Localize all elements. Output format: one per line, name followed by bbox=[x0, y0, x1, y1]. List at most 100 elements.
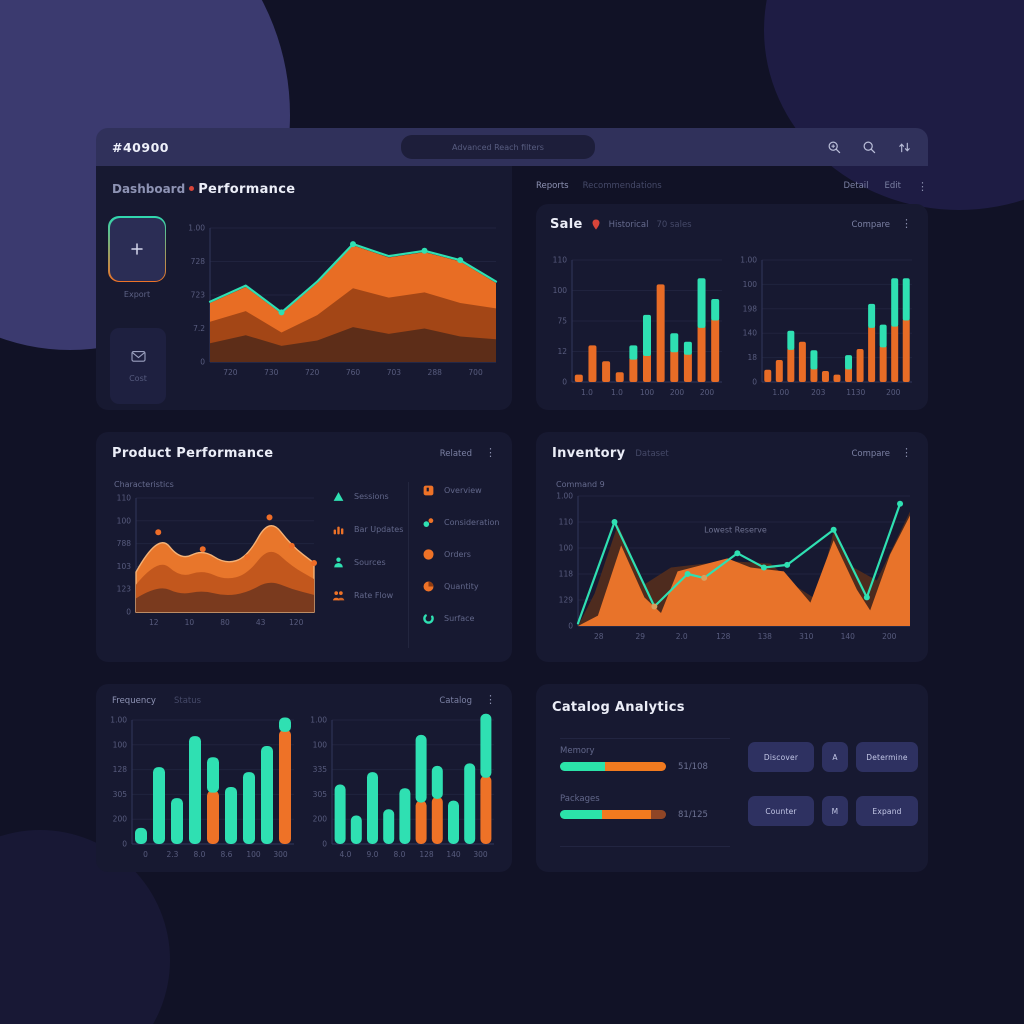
svg-text:123: 123 bbox=[117, 585, 132, 594]
legend-label: Overview bbox=[444, 486, 482, 495]
memory-label: Memory bbox=[560, 746, 595, 756]
discover-button[interactable]: Discover bbox=[748, 742, 814, 772]
legend-item-sessions[interactable]: Sessions bbox=[332, 490, 403, 503]
overview-title: Dashboard Performance bbox=[112, 182, 296, 197]
catalog-title: Catalog Analytics bbox=[552, 700, 685, 715]
svg-text:760: 760 bbox=[346, 368, 361, 377]
frequency-catalog-action[interactable]: Catalog bbox=[439, 696, 472, 706]
accent-dot bbox=[189, 186, 195, 191]
progress-segment bbox=[602, 810, 652, 819]
reports-link[interactable]: Reports bbox=[536, 181, 569, 191]
blob-icon bbox=[422, 548, 435, 561]
sale-bar-chart-1: 110 100 75 12 0 1.0 1.0 100 200 200 bbox=[553, 256, 722, 397]
product-related-action[interactable]: Related bbox=[439, 449, 472, 459]
legend-item-orders[interactable]: Orders bbox=[422, 548, 499, 561]
zoom-in-icon[interactable] bbox=[827, 140, 842, 155]
product-title: Product Performance bbox=[112, 446, 274, 461]
svg-text:100: 100 bbox=[313, 740, 328, 749]
add-button[interactable] bbox=[108, 216, 166, 282]
svg-text:43: 43 bbox=[256, 618, 266, 627]
svg-text:203: 203 bbox=[811, 388, 826, 397]
svg-text:8.0: 8.0 bbox=[194, 850, 206, 859]
svg-text:0: 0 bbox=[568, 622, 573, 631]
kebab-menu-icon[interactable]: ⋮ bbox=[901, 446, 912, 459]
sales-header-row: Reports Recommendations Detail Edit ⋮ bbox=[536, 178, 928, 194]
svg-text:100: 100 bbox=[743, 280, 758, 289]
svg-text:110: 110 bbox=[559, 518, 574, 527]
detail-link[interactable]: Detail bbox=[843, 181, 869, 191]
legend-item-consideration[interactable]: Consideration bbox=[422, 516, 499, 529]
legend-label: Quantity bbox=[444, 582, 479, 591]
progress-segment bbox=[651, 810, 666, 819]
svg-text:1.00: 1.00 bbox=[772, 388, 789, 397]
legend-item-surface[interactable]: Surface bbox=[422, 612, 499, 625]
legend-label: Rate Flow bbox=[354, 591, 394, 600]
svg-text:Lowest Reserve: Lowest Reserve bbox=[704, 525, 767, 534]
settings-icon[interactable] bbox=[897, 140, 912, 155]
svg-text:2.0: 2.0 bbox=[676, 632, 688, 641]
app-logo: #40900 bbox=[112, 139, 169, 155]
svg-text:288: 288 bbox=[428, 368, 443, 377]
kebab-menu-icon[interactable]: ⋮ bbox=[485, 693, 496, 706]
determine-button[interactable]: Determine bbox=[856, 742, 918, 772]
svg-text:1.00: 1.00 bbox=[188, 224, 205, 233]
progress-segment bbox=[604, 762, 666, 771]
sale-compare-action[interactable]: Compare bbox=[851, 220, 890, 230]
sale-subtitle: Historical bbox=[608, 219, 649, 230]
m-button[interactable]: M bbox=[822, 796, 848, 826]
svg-text:138: 138 bbox=[758, 632, 773, 641]
svg-text:1.00: 1.00 bbox=[556, 492, 573, 501]
kebab-menu-icon[interactable]: ⋮ bbox=[917, 179, 928, 193]
mail-icon bbox=[130, 351, 146, 362]
inventory-title-meta: Dataset bbox=[635, 448, 669, 459]
svg-text:120: 120 bbox=[289, 618, 304, 627]
kebab-menu-icon[interactable]: ⋮ bbox=[901, 217, 912, 230]
search-icon[interactable] bbox=[862, 140, 877, 155]
svg-text:8.6: 8.6 bbox=[221, 850, 233, 859]
svg-text:1.0: 1.0 bbox=[581, 388, 593, 397]
edit-link[interactable]: Edit bbox=[884, 181, 901, 191]
svg-text:80: 80 bbox=[220, 618, 230, 627]
svg-text:12: 12 bbox=[149, 618, 159, 627]
kebab-menu-icon[interactable]: ⋮ bbox=[485, 446, 496, 459]
expand-button[interactable]: Expand bbox=[856, 796, 918, 826]
recommendations-link[interactable]: Recommendations bbox=[582, 181, 662, 191]
svg-text:9.0: 9.0 bbox=[367, 850, 379, 859]
product-area-chart: 110 100 788 103 123 0 12 10 80 43 120 bbox=[117, 494, 317, 627]
cost-card[interactable]: Cost bbox=[110, 328, 166, 404]
legend-item-rate-flow[interactable]: Rate Flow bbox=[332, 589, 403, 602]
svg-text:720: 720 bbox=[223, 368, 238, 377]
counter-button[interactable]: Counter bbox=[748, 796, 814, 826]
legend-item-bar-updates[interactable]: Bar Updates bbox=[332, 523, 403, 536]
svg-text:1.00: 1.00 bbox=[310, 716, 327, 725]
person-icon bbox=[332, 556, 345, 569]
svg-text:100: 100 bbox=[640, 388, 655, 397]
search-input[interactable] bbox=[400, 135, 595, 159]
svg-text:29: 29 bbox=[635, 632, 645, 641]
frequency-header[interactable]: Frequency bbox=[112, 696, 156, 706]
svg-text:0: 0 bbox=[143, 850, 148, 859]
legend-label: Orders bbox=[444, 550, 471, 559]
legend-label: Sessions bbox=[354, 492, 389, 501]
inventory-title-row: Inventory Dataset bbox=[552, 446, 669, 461]
product-panel: Product Performance Related ⋮ Characteri… bbox=[96, 432, 512, 662]
product-legend-left: Sessions Bar Updates Sources Rate Flow bbox=[332, 490, 403, 602]
svg-text:200: 200 bbox=[700, 388, 715, 397]
svg-text:1130: 1130 bbox=[846, 388, 865, 397]
sale-title-row: Sale Historical 70 sales bbox=[550, 217, 692, 232]
legend-item-sources[interactable]: Sources bbox=[332, 556, 403, 569]
frequency-bar-chart-1: 1.00 100 128 305 200 0 0 2.3 8.0 8.6 100 300 bbox=[110, 716, 294, 859]
export-label[interactable]: Export bbox=[123, 290, 151, 299]
legend-item-overview[interactable]: Overview bbox=[422, 484, 499, 497]
ring-icon bbox=[422, 612, 435, 625]
svg-text:305: 305 bbox=[113, 790, 128, 799]
progress-segment bbox=[560, 810, 603, 819]
catalog-panel: Catalog Analytics Memory 51/108 Packages… bbox=[536, 684, 928, 872]
svg-text:730: 730 bbox=[264, 368, 279, 377]
inventory-compare-action[interactable]: Compare bbox=[851, 449, 890, 459]
svg-text:100: 100 bbox=[553, 286, 568, 295]
a-button[interactable]: A bbox=[822, 742, 848, 772]
legend-item-quantity[interactable]: Quantity bbox=[422, 580, 499, 593]
svg-text:788: 788 bbox=[117, 539, 132, 548]
bars-icon bbox=[332, 523, 345, 536]
